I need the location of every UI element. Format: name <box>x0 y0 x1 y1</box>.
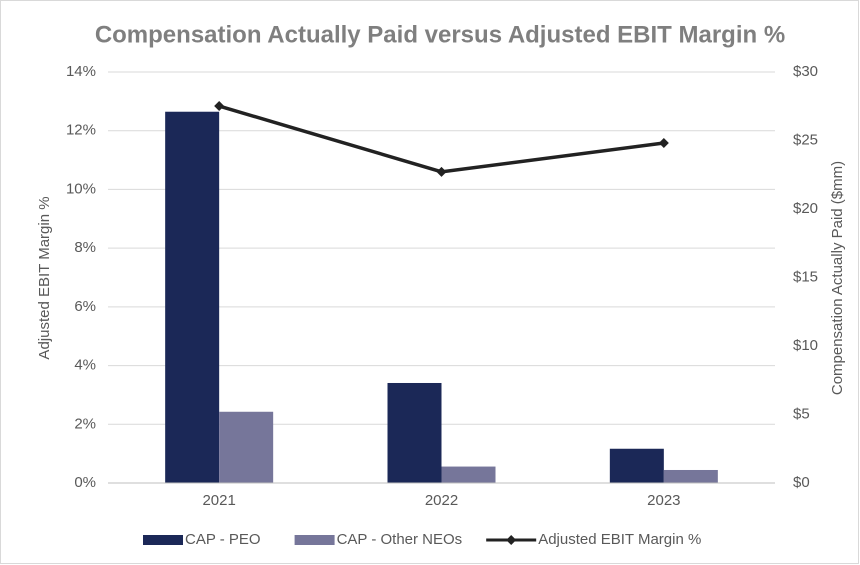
bar <box>441 466 496 483</box>
bar <box>609 448 664 483</box>
y2-tick-label: $0 <box>793 474 810 491</box>
chart-title: Compensation Actually Paid versus Adjust… <box>95 21 785 48</box>
y-tick-label: 6% <box>74 298 96 315</box>
y2-tick-label: $10 <box>793 337 818 354</box>
x-tick-label: 2023 <box>647 492 680 509</box>
y-tick-label: 4% <box>74 357 96 374</box>
bar <box>165 111 220 483</box>
y2-tick-label: $30 <box>793 63 818 80</box>
y-axis-title: Adjusted EBIT Margin % <box>36 196 53 359</box>
y2-tick-label: $5 <box>793 405 810 422</box>
legend-label: CAP - PEO <box>185 531 261 548</box>
bar <box>219 411 274 483</box>
bar <box>663 469 718 483</box>
y-tick-label: 14% <box>66 63 96 80</box>
y-tick-label: 12% <box>66 122 96 139</box>
y-tick-label: 2% <box>74 415 96 432</box>
legend-swatch <box>143 535 183 545</box>
line-marker <box>436 166 447 177</box>
y2-tick-label: $25 <box>793 131 818 148</box>
legend-marker <box>506 535 517 545</box>
y2-tick-label: $20 <box>793 200 818 217</box>
y-tick-label: 0% <box>74 474 96 491</box>
line-marker <box>658 138 669 149</box>
y-tick-label: 8% <box>74 239 96 256</box>
y2-axis-title: Compensation Actually Paid ($mm) <box>829 161 846 395</box>
y-tick-label: 10% <box>66 180 96 197</box>
legend-swatch <box>294 535 335 545</box>
line-marker <box>214 101 225 112</box>
legend-label: CAP - Other NEOs <box>337 531 463 548</box>
x-tick-label: 2022 <box>425 492 458 509</box>
x-tick-label: 2021 <box>202 492 235 509</box>
bar <box>387 382 442 483</box>
legend-label: Adjusted EBIT Margin % <box>538 531 701 548</box>
y2-tick-label: $15 <box>793 268 818 285</box>
